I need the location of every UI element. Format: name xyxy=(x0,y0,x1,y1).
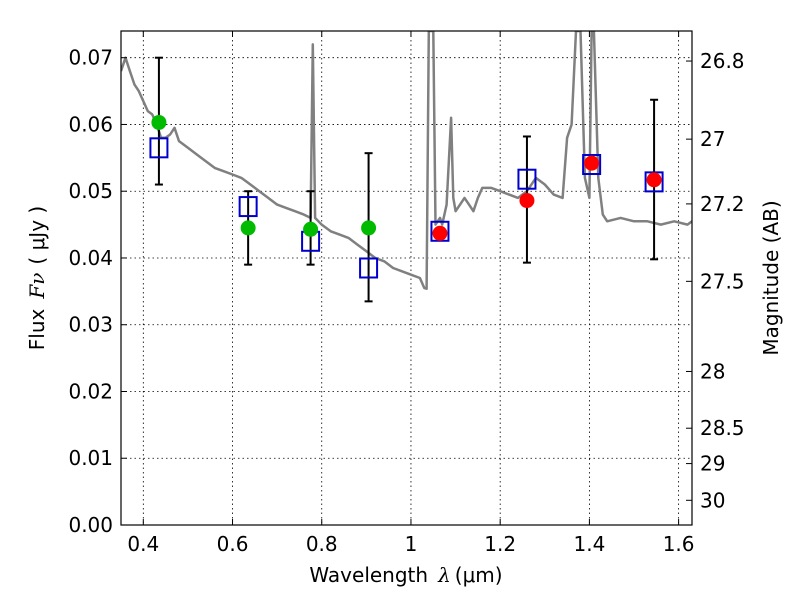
x-tick-label: 0.8 xyxy=(306,532,338,556)
plot-frame xyxy=(120,30,693,526)
tick-layer: 0.4 0.6 0.8 1 1.2 1.4 1.6 0.00 0.01 0.02 0.03 0.04 0… xyxy=(68,31,745,556)
y-axis-symbol: Fν xyxy=(25,273,49,300)
y-axis-unit: ( μJy ) xyxy=(25,206,49,265)
x-tick-label: 1.6 xyxy=(663,532,695,556)
y-tick-label: 0.05 xyxy=(68,179,113,203)
series-layer xyxy=(121,31,692,303)
x-axis-title-text: Wavelength xyxy=(309,563,428,587)
x-axis-symbol: λ xyxy=(437,563,451,587)
x-tick-label: 1.4 xyxy=(573,532,605,556)
y2-tick-label: 30 xyxy=(700,488,725,512)
y2-tick-label: 27.5 xyxy=(700,269,745,293)
x-tick-label: 0.6 xyxy=(217,532,249,556)
observed-flux-point xyxy=(646,172,662,188)
observed-flux-point xyxy=(240,220,256,236)
observed-flux-point xyxy=(584,155,600,171)
y-tick-label: 0.02 xyxy=(68,379,113,403)
y-tick-label: 0.01 xyxy=(68,446,113,470)
observed-flux-point xyxy=(361,220,377,236)
x-tick-label: 0.4 xyxy=(127,532,159,556)
y2-tick-label: 29 xyxy=(700,452,725,476)
x-axis-title: Wavelength λ (μm) xyxy=(309,563,502,587)
y2-tick-label: 28.5 xyxy=(700,416,745,440)
x-tick-label: 1 xyxy=(405,532,418,556)
y2-tick-label: 27 xyxy=(700,127,725,151)
x-tick-label: 1.2 xyxy=(484,532,516,556)
y-tick-label: 0.04 xyxy=(68,246,113,270)
y-axis-title: Flux Fν ( μJy ) xyxy=(25,206,49,350)
y2-tick-label: 26.8 xyxy=(700,49,745,73)
model-flux-square xyxy=(238,196,258,218)
y2-tick-label: 28 xyxy=(700,359,725,383)
observed-flux-point xyxy=(303,221,319,237)
y2-tick-label: 27.2 xyxy=(700,192,745,216)
y-tick-label: 0.00 xyxy=(68,513,113,537)
plot-background xyxy=(121,31,692,525)
model-flux-square xyxy=(149,137,169,159)
model-spectrum-line xyxy=(121,31,692,290)
y-tick-label: 0.06 xyxy=(68,112,113,136)
observed-flux-point xyxy=(432,225,448,241)
model-flux-square xyxy=(359,257,379,279)
model-flux-square xyxy=(582,154,602,176)
x-axis-unit: (μm) xyxy=(455,563,503,587)
y2-axis-title: Magnitude (AB) xyxy=(759,200,783,355)
observed-flux-point xyxy=(151,114,167,130)
observed-flux-point xyxy=(519,193,535,209)
y-axis-title-text: Flux xyxy=(25,308,49,350)
y-tick-label: 0.07 xyxy=(68,46,113,70)
y-tick-label: 0.03 xyxy=(68,313,113,337)
model-flux-square xyxy=(517,168,537,190)
